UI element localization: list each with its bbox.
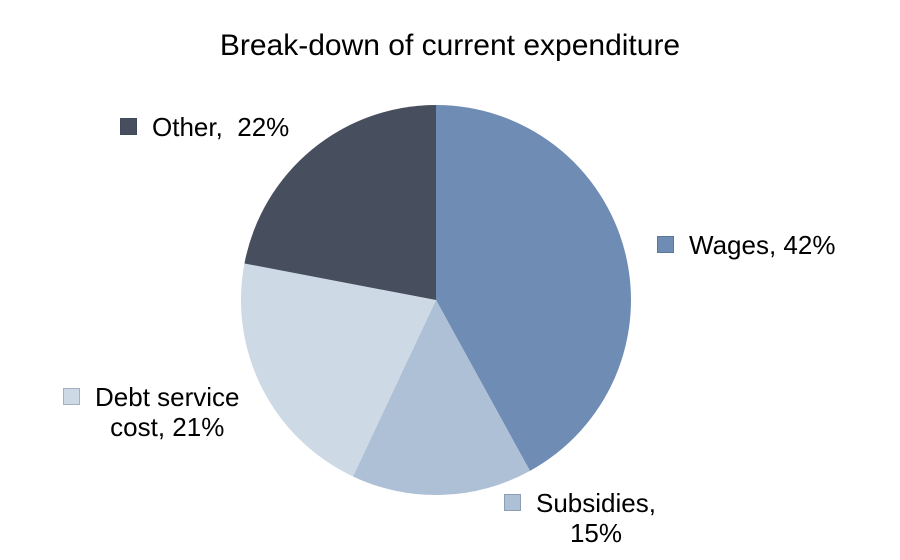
legend-marker-wages [657, 236, 674, 253]
legend-label-other: Other, 22% [152, 112, 290, 142]
pie-slice-other [244, 105, 436, 300]
legend-item-other: Other, 22% [120, 112, 289, 142]
legend-item-wages: Wages, 42% [657, 230, 835, 260]
pie-slice-subsidies [352, 300, 530, 495]
legend-marker-other [120, 118, 137, 135]
legend-marker-subsidies [504, 494, 521, 511]
legend-item-subsidies: Subsidies, 15% [504, 488, 656, 548]
pie-slice-debt-service-cost [240, 263, 436, 477]
legend-marker-debt-service-cost [63, 388, 80, 405]
legend-label-debt-service-cost: Debt service cost, 21% [95, 382, 240, 442]
pie-slice-wages [436, 105, 631, 471]
chart-title: Break-down of current expenditure [219, 29, 681, 62]
legend-label-subsidies: Subsidies, 15% [536, 488, 656, 548]
legend-label-wages: Wages, 42% [689, 230, 836, 260]
legend-item-debt-service-cost: Debt service cost, 21% [63, 382, 240, 442]
